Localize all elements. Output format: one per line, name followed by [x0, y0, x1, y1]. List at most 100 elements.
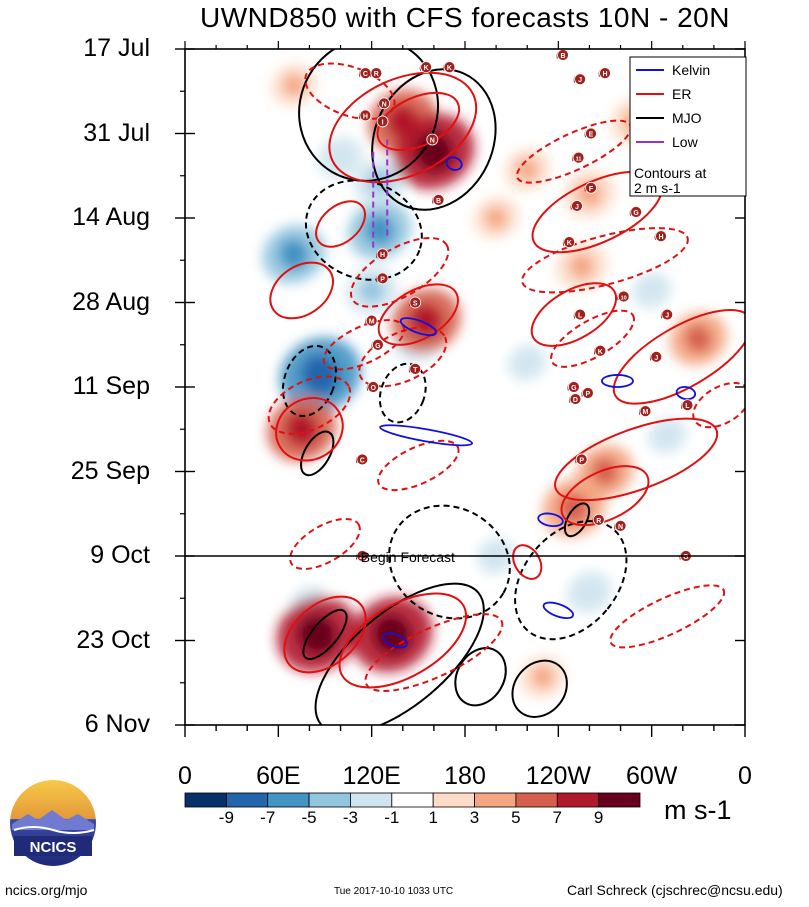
storm-icon: [356, 453, 369, 466]
storm-icon: [443, 61, 456, 74]
storm-marker: J: [573, 73, 587, 86]
x-tick-label: 60W: [625, 762, 678, 790]
storm-marker: K: [443, 61, 456, 74]
storm-label: 23: [359, 555, 365, 561]
storm-label: N: [382, 101, 387, 108]
y-tick-label: 28 Aug: [72, 287, 150, 316]
storm-marker: I: [376, 115, 389, 128]
y-tick-label: 17 Jul: [83, 34, 150, 62]
storm-label: H: [602, 71, 607, 78]
storm-icon: [574, 73, 587, 86]
er-contour: [267, 375, 352, 435]
legend-label: MJO: [672, 110, 702, 126]
chart-title: UWND850 with CFS forecasts 10N - 20N: [200, 2, 730, 33]
anomaly-blob-core: [414, 131, 453, 172]
x-tick-label: 180: [444, 762, 486, 790]
mjo-contour: [304, 179, 423, 281]
er-contour: [612, 308, 745, 405]
storm-marker: M: [639, 405, 652, 418]
storm-label: O: [370, 385, 376, 392]
footer-author: Carl Schreck (cjschrec@ncsu.edu): [567, 882, 783, 898]
storm-marker: C: [355, 453, 369, 466]
legend-label: Kelvin: [672, 62, 710, 78]
colorbar-box: [556, 792, 600, 808]
storm-marker: R: [369, 67, 383, 80]
mjo-contour: [511, 659, 568, 718]
storm-marker: H: [359, 109, 372, 122]
storm-icon: [594, 344, 607, 357]
storm-label: N: [430, 138, 435, 145]
y-tick-label: 25 Sep: [70, 456, 150, 485]
storm-marker: J: [570, 199, 583, 212]
colorbar-label: 3: [469, 808, 480, 827]
er-contour: [304, 62, 396, 120]
storm-label: H: [658, 234, 663, 241]
anomaly-blob-core: [359, 277, 384, 303]
storm-marker: J: [649, 350, 663, 363]
storm-label: H: [380, 252, 385, 259]
storm-marker: D: [569, 393, 582, 405]
anomaly-blob-core: [578, 581, 601, 604]
kelvin-contour: [675, 385, 697, 401]
storm-marker: G: [371, 338, 384, 351]
storm-marker: R: [592, 513, 605, 526]
storm-label: G: [633, 210, 639, 217]
kelvin-contour: [537, 512, 564, 528]
storm-marker: K: [419, 61, 433, 74]
storm-label: B: [560, 53, 565, 60]
colorbar-box: [184, 792, 227, 808]
storm-marker: P: [581, 387, 594, 399]
storm-icon: [371, 338, 384, 351]
storm-marker: F: [584, 181, 597, 194]
storm-icon: [599, 67, 611, 80]
legend-label: Low: [672, 134, 699, 150]
colorbar-label: -3: [342, 808, 359, 827]
ncics-logo: NCICS: [10, 780, 96, 866]
storm-marker: K: [593, 344, 607, 357]
storm-icon: [420, 61, 433, 74]
storm-icon: [630, 206, 643, 218]
storm-icon: [581, 387, 594, 399]
storm-label: K: [424, 65, 429, 72]
colorbar-box: [308, 792, 351, 808]
colorbar-box: [225, 792, 269, 808]
kelvin-contour: [382, 632, 408, 649]
storm-label: C: [363, 71, 368, 78]
x-tick-label: 120W: [525, 762, 591, 790]
storm-marker: G: [629, 205, 643, 218]
storm-label: K: [447, 65, 452, 72]
storm-icon: [575, 453, 588, 466]
low-track-layer: [372, 139, 389, 249]
colorbar-box: [267, 792, 310, 808]
logo-band: [14, 836, 92, 856]
colorbar-box: [391, 792, 434, 808]
colorbar-label: -9: [218, 808, 234, 827]
storm-marker: G: [567, 381, 580, 393]
storm-marker: T: [408, 362, 422, 375]
storm-label: J: [578, 77, 582, 84]
storm-label: J: [665, 313, 669, 320]
storm-label: S: [413, 301, 418, 308]
legend-box: [629, 56, 747, 197]
storm-marker: 10: [617, 290, 630, 303]
storm-marker: C: [359, 67, 372, 80]
storm-marker: E: [584, 127, 597, 140]
storm-label: M: [369, 319, 375, 326]
er-contour: [283, 595, 367, 674]
mjo-contour: [302, 609, 348, 660]
contour-layer: [267, 49, 745, 725]
storm-icon: [376, 272, 389, 285]
er-contour: [338, 592, 468, 689]
kelvin-contour: [600, 374, 634, 388]
kelvin-contour: [379, 424, 473, 447]
anomaly-blob-core: [591, 457, 619, 486]
storm-icon: [661, 308, 674, 321]
y-tick-label: 14 Aug: [72, 203, 150, 231]
storm-icon: [650, 350, 663, 363]
storm-label: L: [578, 313, 583, 320]
mjo-contour: [388, 504, 511, 620]
mjo-contour: [281, 344, 337, 418]
legend-note-line1: Contours at: [634, 165, 706, 181]
